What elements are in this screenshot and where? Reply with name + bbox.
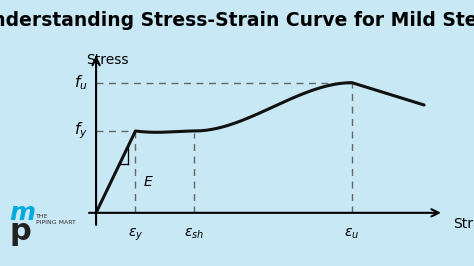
Text: $\varepsilon_u$: $\varepsilon_u$ [344, 227, 359, 241]
Text: m: m [9, 201, 36, 225]
Text: $E$: $E$ [143, 175, 154, 189]
Text: Understanding Stress-Strain Curve for Mild Steel: Understanding Stress-Strain Curve for Mi… [0, 11, 474, 30]
Text: $f_y$: $f_y$ [74, 121, 88, 141]
Text: p: p [9, 217, 31, 246]
Text: Strain: Strain [454, 217, 474, 231]
Text: $\varepsilon_y$: $\varepsilon_y$ [128, 227, 143, 243]
Text: $f_u$: $f_u$ [74, 73, 88, 92]
Text: THE
PIPING MART: THE PIPING MART [36, 214, 75, 225]
Text: $\varepsilon_{sh}$: $\varepsilon_{sh}$ [184, 227, 204, 241]
Text: Stress: Stress [87, 53, 129, 67]
